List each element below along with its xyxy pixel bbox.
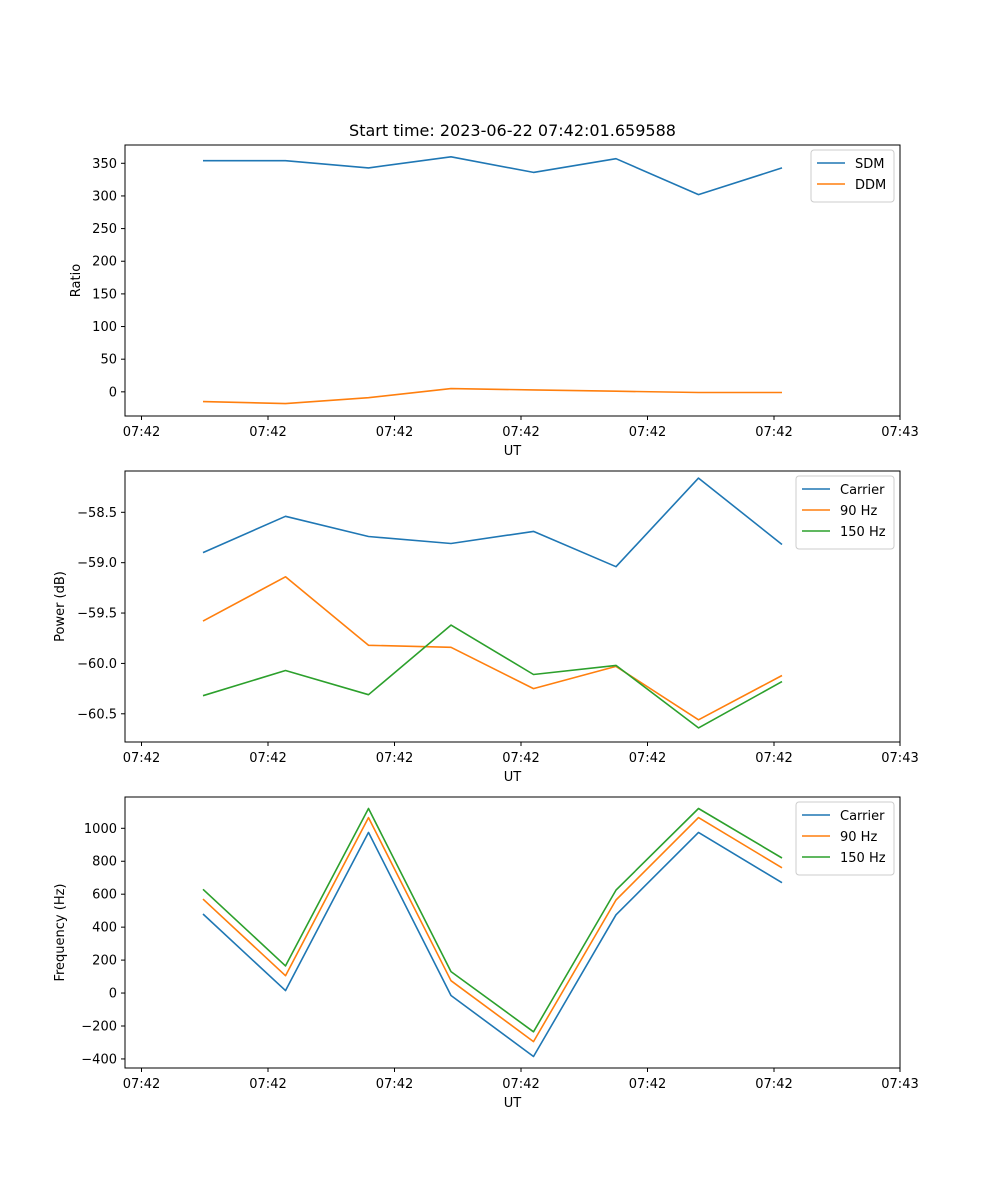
legend-label-2-3: 150 Hz [840, 525, 886, 540]
x-tick-label-1-1: 07:42 [123, 425, 160, 440]
x-tick-label-3-1: 07:42 [123, 1077, 160, 1092]
y-tick-label-3-7: 800 [92, 855, 117, 870]
y-tick-label-2-2: −59.0 [77, 556, 117, 571]
x-tick-label-2-1: 07:42 [123, 751, 160, 766]
x-axis-label-3: UT [504, 1096, 522, 1111]
x-tick-label-2-4: 07:42 [502, 751, 539, 766]
panels: 07:42 07:42 07:42 07:42 07:42 07:42 07:43 0 50 10… [53, 144, 919, 1111]
x-tick-label-1-2: 07:42 [249, 425, 286, 440]
y-tick-label-1-4: 150 [92, 287, 117, 302]
x-tick-label-3-7: 07:43 [881, 1077, 918, 1092]
x-tick-label-3-5: 07:42 [629, 1077, 666, 1092]
legend-label-1-1: SDM [855, 157, 884, 172]
plot-frame-3 [124, 796, 901, 1069]
y-tick-label-1-1: 0 [109, 385, 117, 400]
x-tick-label-1-7: 07:43 [881, 425, 918, 440]
y-tick-label-2-1: −58.5 [77, 506, 117, 521]
chart-panel-1: 07:42 07:42 07:42 07:42 07:42 07:42 07:43 0 50 10… [69, 144, 919, 459]
series-line-3-2 [202, 816, 783, 1043]
y-tick-label-3-4: 200 [92, 954, 117, 969]
y-tick-label-3-2: −200 [81, 1019, 117, 1034]
series-line-3-1 [202, 831, 783, 1058]
y-tick-label-1-6: 250 [92, 222, 117, 237]
x-tick-label-2-7: 07:43 [881, 751, 918, 766]
figure-title: Start time: 2023-06-22 07:42:01.659588 [349, 121, 676, 140]
y-tick-label-2-4: −60.0 [77, 657, 117, 672]
x-axis-label-1: UT [504, 444, 522, 459]
series-line-2-1 [202, 477, 783, 568]
x-tick-label-1-3: 07:42 [376, 425, 413, 440]
x-tick-label-3-4: 07:42 [502, 1077, 539, 1092]
x-tick-label-2-6: 07:42 [755, 751, 792, 766]
legend-label-2-1: Carrier [840, 483, 885, 498]
y-tick-label-1-5: 200 [92, 255, 117, 270]
y-tick-label-1-8: 350 [92, 157, 117, 172]
x-tick-label-1-6: 07:42 [755, 425, 792, 440]
x-axis-label-2: UT [504, 770, 522, 785]
y-tick-label-2-3: −59.5 [77, 607, 117, 622]
legend-label-3-2: 90 Hz [840, 830, 877, 845]
series-line-2-3 [202, 624, 783, 729]
x-tick-label-1-5: 07:42 [629, 425, 666, 440]
x-tick-label-2-3: 07:42 [376, 751, 413, 766]
plot-frame-2 [124, 470, 901, 743]
y-tick-label-2-5: −60.5 [77, 707, 117, 722]
y-tick-label-1-3: 100 [92, 320, 117, 335]
legend-2: Carrier 90 Hz 150 Hz [795, 475, 895, 550]
y-tick-label-3-3: 0 [109, 987, 117, 1002]
y-tick-label-1-7: 300 [92, 189, 117, 204]
x-tick-label-2-2: 07:42 [249, 751, 286, 766]
x-tick-label-2-5: 07:42 [629, 751, 666, 766]
series-line-3-3 [202, 807, 783, 1033]
y-axis-label-3: Frequency (Hz) [53, 883, 68, 981]
legend-label-3-3: 150 Hz [840, 851, 886, 866]
x-tick-label-3-3: 07:42 [376, 1077, 413, 1092]
legend-3: Carrier 90 Hz 150 Hz [795, 801, 895, 876]
x-tick-label-3-2: 07:42 [249, 1077, 286, 1092]
y-axis-label-1: Ratio [69, 264, 84, 297]
y-tick-label-1-2: 50 [100, 353, 117, 368]
y-tick-label-3-6: 600 [92, 888, 117, 903]
x-tick-label-1-4: 07:42 [502, 425, 539, 440]
chart-panel-2: 07:42 07:42 07:42 07:42 07:42 07:42 07:43 −58.5… [53, 470, 919, 785]
y-tick-label-3-5: 400 [92, 921, 117, 936]
legend-label-3-1: Carrier [840, 809, 885, 824]
y-axis-label-2: Power (dB) [53, 571, 68, 642]
legend-1: SDM DDM [810, 149, 895, 203]
x-tick-label-3-6: 07:42 [755, 1077, 792, 1092]
chart-panel-3: 07:42 07:42 07:42 07:42 07:42 07:42 07:43 −400 −… [53, 796, 919, 1111]
y-tick-label-3-8: 1000 [84, 822, 117, 837]
legend-label-2-2: 90 Hz [840, 504, 877, 519]
y-tick-label-3-1: −400 [81, 1052, 117, 1067]
plot-frame-1 [124, 144, 901, 417]
legend-label-1-2: DDM [855, 178, 886, 193]
series-line-1-2 [202, 387, 782, 405]
series-line-2-2 [202, 575, 783, 721]
series-line-1-1 [203, 156, 783, 196]
